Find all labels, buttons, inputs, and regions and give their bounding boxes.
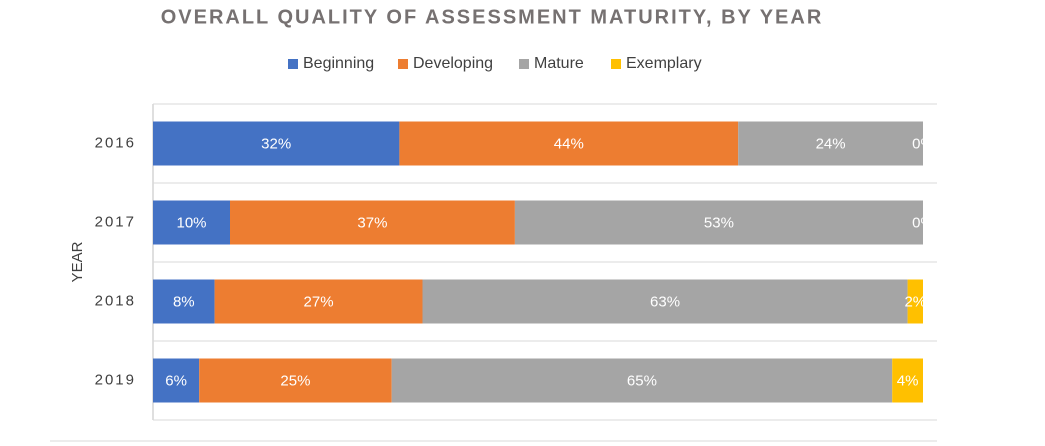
y-tick-label: 2019: [95, 371, 136, 388]
legend-label: Mature: [534, 55, 584, 72]
plot-area: 32% 44% 24% 0% 10% 37% 53% 0% 8% 27% 63% 2% 6% 25% 65%…: [153, 121, 934, 403]
data-label: 25%: [280, 372, 310, 389]
data-label: 27%: [304, 293, 334, 310]
data-label: 6%: [165, 372, 187, 389]
data-label: 8%: [173, 293, 195, 310]
legend-label: Developing: [413, 55, 493, 72]
bar-segment: [214, 279, 423, 324]
y-tick-label: 2016: [95, 134, 136, 151]
bar-segment: [153, 279, 215, 324]
bar-segment: [391, 358, 893, 403]
legend-swatch: [611, 59, 621, 69]
bar-segment: [738, 121, 923, 166]
bar-segment: [399, 121, 739, 166]
data-label: 44%: [554, 135, 584, 152]
bar-segment: [892, 358, 923, 403]
bar-segment: [199, 358, 392, 403]
data-label: 32%: [261, 135, 291, 152]
data-label: 4%: [897, 372, 919, 389]
bar-segment: [422, 279, 908, 324]
data-label: 10%: [176, 214, 206, 231]
y-axis-label: YEAR: [69, 241, 86, 282]
bar-segment: [153, 358, 200, 403]
bar-segment: [153, 200, 230, 245]
chart-title: OVERALL QUALITY OF ASSESSMENT MATURITY, …: [161, 6, 824, 28]
legend-swatch: [398, 59, 408, 69]
data-label: 24%: [816, 135, 846, 152]
legend-label: Exemplary: [626, 55, 702, 72]
legend-label: Beginning: [303, 55, 374, 72]
data-label: 63%: [650, 293, 680, 310]
data-label: 37%: [357, 214, 387, 231]
data-label: 0%: [912, 135, 934, 152]
legend-swatch: [288, 59, 298, 69]
bar-segment: [153, 121, 400, 166]
data-label: 0%: [912, 214, 934, 231]
bar-segment: [230, 200, 515, 245]
data-label: 53%: [704, 214, 734, 231]
legend-swatch: [519, 59, 529, 69]
bar-segment: [514, 200, 923, 245]
y-tick-label: 2017: [95, 213, 136, 230]
data-label: 2%: [904, 293, 926, 310]
y-tick-label: 2018: [95, 292, 136, 309]
bar-segment: [907, 279, 923, 324]
data-label: 65%: [627, 372, 657, 389]
